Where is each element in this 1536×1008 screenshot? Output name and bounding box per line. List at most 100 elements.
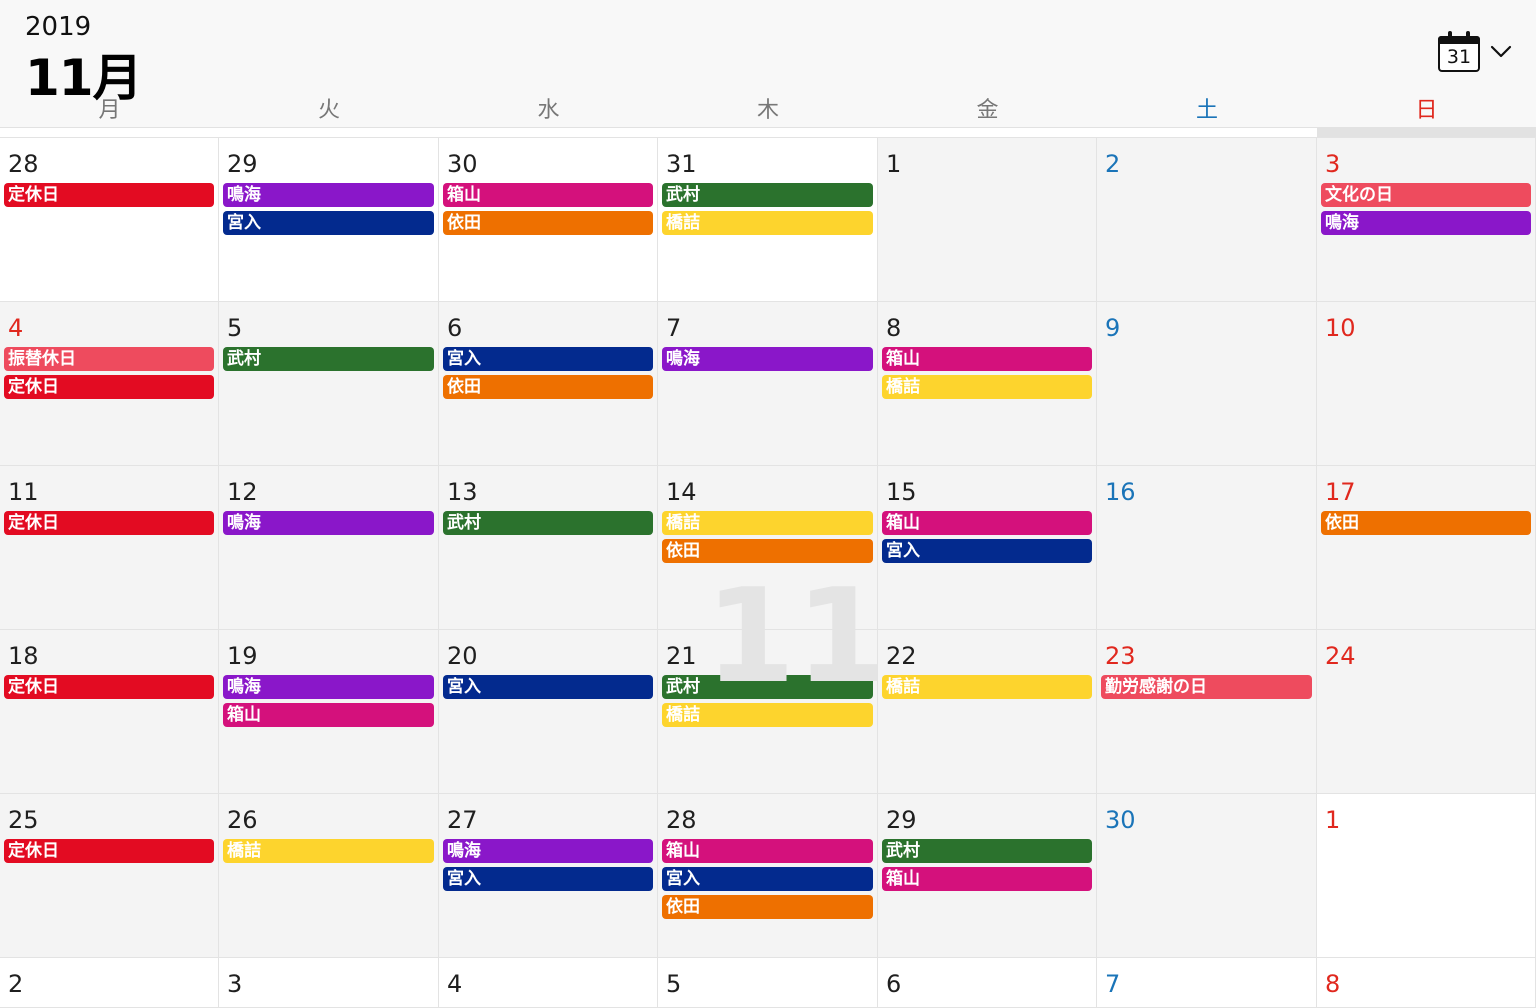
event-chip[interactable]: 鳴海 bbox=[223, 183, 434, 207]
day-cell[interactable]: 5 武村 bbox=[219, 302, 439, 466]
event-chip[interactable]: 箱山 bbox=[882, 511, 1092, 535]
day-cell[interactable]: 5 bbox=[658, 958, 878, 1008]
day-number: 26 bbox=[227, 806, 258, 834]
day-cell[interactable]: 28 定休日 bbox=[0, 138, 219, 302]
day-cell[interactable]: 18 定休日 bbox=[0, 630, 219, 794]
day-cell[interactable]: 21 武村 橋詰 bbox=[658, 630, 878, 794]
event-chip[interactable]: 箱山 bbox=[662, 839, 873, 863]
day-cell[interactable]: 6 宮入 依田 bbox=[439, 302, 658, 466]
event-chip[interactable]: 鳴海 bbox=[662, 347, 873, 371]
event-chip[interactable]: 橋詰 bbox=[882, 675, 1092, 699]
event-chip[interactable]: 宮入 bbox=[223, 211, 434, 235]
day-number: 16 bbox=[1105, 478, 1136, 506]
day-cell[interactable]: 24 bbox=[1317, 630, 1536, 794]
today-button[interactable]: 31 bbox=[1436, 30, 1482, 72]
event-chip[interactable]: 鳴海 bbox=[443, 839, 653, 863]
day-cell[interactable]: 28 箱山 宮入 依田 bbox=[658, 794, 878, 958]
event-chip[interactable]: 依田 bbox=[662, 539, 873, 563]
day-cell[interactable]: 16 bbox=[1097, 466, 1317, 630]
day-cell[interactable]: 19 鳴海 箱山 bbox=[219, 630, 439, 794]
event-chip[interactable]: 勤労感謝の日 bbox=[1101, 675, 1312, 699]
event-chip[interactable]: 箱山 bbox=[443, 183, 653, 207]
day-cell[interactable]: 4 bbox=[439, 958, 658, 1008]
day-cell[interactable]: 3 文化の日 鳴海 bbox=[1317, 138, 1536, 302]
event-chip[interactable]: 箱山 bbox=[882, 347, 1092, 371]
day-cell[interactable]: 30 bbox=[1097, 794, 1317, 958]
day-cell[interactable]: 4 振替休日 定休日 bbox=[0, 302, 219, 466]
event-chip[interactable]: 宮入 bbox=[443, 675, 653, 699]
event-chip[interactable]: 橋詰 bbox=[223, 839, 434, 863]
day-number: 6 bbox=[886, 970, 902, 998]
day-number: 5 bbox=[227, 314, 243, 342]
day-cell[interactable]: 6 bbox=[878, 958, 1097, 1008]
day-number: 23 bbox=[1105, 642, 1136, 670]
event-chip[interactable]: 鳴海 bbox=[223, 675, 434, 699]
event-list: 橋詰 依田 bbox=[662, 511, 873, 567]
event-chip[interactable]: 宮入 bbox=[443, 867, 653, 891]
event-list: 箱山 橋詰 bbox=[882, 347, 1092, 403]
day-cell[interactable]: 8 bbox=[1317, 958, 1536, 1008]
event-chip[interactable]: 宮入 bbox=[662, 867, 873, 891]
event-chip[interactable]: 橋詰 bbox=[882, 375, 1092, 399]
day-cell[interactable]: 20 宮入 bbox=[439, 630, 658, 794]
day-cell[interactable]: 1 bbox=[878, 138, 1097, 302]
event-chip[interactable]: 武村 bbox=[662, 183, 873, 207]
event-chip[interactable]: 宮入 bbox=[882, 539, 1092, 563]
event-chip[interactable]: 箱山 bbox=[882, 867, 1092, 891]
day-cell[interactable]: 14 橋詰 依田 bbox=[658, 466, 878, 630]
event-chip[interactable]: 振替休日 bbox=[4, 347, 214, 371]
event-chip[interactable]: 箱山 bbox=[223, 703, 434, 727]
day-cell[interactable]: 15 箱山 宮入 bbox=[878, 466, 1097, 630]
day-cell[interactable]: 8 箱山橋詰 bbox=[878, 302, 1097, 466]
day-cell[interactable]: 11 定休日 bbox=[0, 466, 219, 630]
event-chip[interactable]: 文化の日 bbox=[1321, 183, 1531, 207]
event-chip[interactable]: 宮入 bbox=[443, 347, 653, 371]
day-cell[interactable]: 2 bbox=[1097, 138, 1317, 302]
day-cell[interactable]: 30 箱山 依田 bbox=[439, 138, 658, 302]
event-chip[interactable]: 武村 bbox=[882, 839, 1092, 863]
day-cell[interactable]: 23 勤労感謝の日 bbox=[1097, 630, 1317, 794]
day-cell[interactable]: 29 鳴海 宮入 bbox=[219, 138, 439, 302]
day-cell[interactable]: 7 bbox=[1097, 958, 1317, 1008]
day-cell[interactable]: 17 依田 bbox=[1317, 466, 1536, 630]
event-list: 勤労感謝の日 bbox=[1101, 675, 1312, 703]
event-list: 武村 bbox=[443, 511, 653, 539]
day-cell[interactable]: 3 bbox=[219, 958, 439, 1008]
day-cell[interactable]: 13 武村 bbox=[439, 466, 658, 630]
event-chip[interactable]: 武村 bbox=[662, 675, 873, 699]
event-chip[interactable]: 定休日 bbox=[4, 183, 214, 207]
day-cell[interactable]: 9 bbox=[1097, 302, 1317, 466]
day-cell[interactable]: 7 鳴海 bbox=[658, 302, 878, 466]
day-cell[interactable]: 31 武村 橋詰 bbox=[658, 138, 878, 302]
event-chip[interactable]: 定休日 bbox=[4, 511, 214, 535]
event-chip[interactable]: 依田 bbox=[443, 375, 653, 399]
event-list: 武村 箱山 bbox=[882, 839, 1092, 895]
event-chip[interactable]: 定休日 bbox=[4, 675, 214, 699]
day-number: 7 bbox=[1105, 970, 1121, 998]
event-chip[interactable]: 定休日 bbox=[4, 375, 214, 399]
event-chip[interactable]: 依田 bbox=[1321, 511, 1531, 535]
day-cell[interactable]: 12 鳴海 bbox=[219, 466, 439, 630]
day-number: 8 bbox=[886, 314, 902, 342]
day-cell[interactable]: 25 定休日 bbox=[0, 794, 219, 958]
event-chip[interactable]: 依田 bbox=[443, 211, 653, 235]
day-cell[interactable]: 27 鳴海 宮入 bbox=[439, 794, 658, 958]
day-cell[interactable]: 1 bbox=[1317, 794, 1536, 958]
event-chip[interactable]: 依田 bbox=[662, 895, 873, 919]
view-menu-button[interactable] bbox=[1490, 44, 1512, 60]
event-chip[interactable]: 橋詰 bbox=[662, 511, 873, 535]
event-chip[interactable]: 武村 bbox=[443, 511, 653, 535]
day-number: 22 bbox=[886, 642, 917, 670]
event-chip[interactable]: 橋詰 bbox=[662, 703, 873, 727]
event-chip[interactable]: 鳴海 bbox=[223, 511, 434, 535]
day-cell[interactable]: 29 武村 箱山 bbox=[878, 794, 1097, 958]
day-cell[interactable]: 26 橋詰 bbox=[219, 794, 439, 958]
day-cell[interactable]: 10 bbox=[1317, 302, 1536, 466]
day-cell[interactable]: 22 橋詰 bbox=[878, 630, 1097, 794]
event-chip[interactable]: 鳴海 bbox=[1321, 211, 1531, 235]
event-chip[interactable]: 定休日 bbox=[4, 839, 214, 863]
day-cell[interactable]: 2 bbox=[0, 958, 219, 1008]
event-chip[interactable]: 武村 bbox=[223, 347, 434, 371]
day-number: 28 bbox=[8, 150, 39, 178]
event-chip[interactable]: 橋詰 bbox=[662, 211, 873, 235]
